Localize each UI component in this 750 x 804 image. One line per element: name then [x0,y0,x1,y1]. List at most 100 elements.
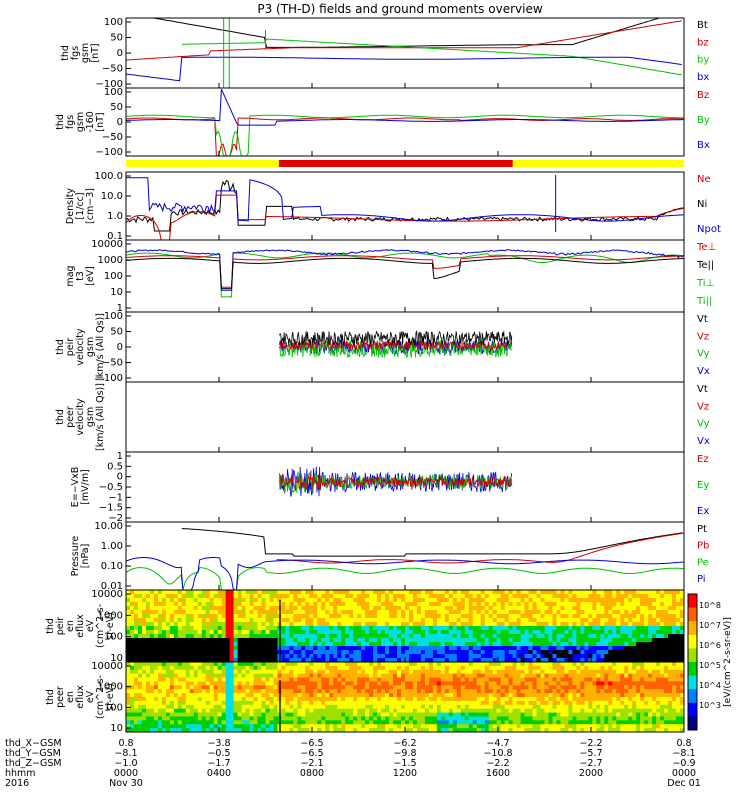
spec-cell [513,642,517,646]
spec-cell [409,685,413,689]
spec-cell [134,693,138,697]
spec-cell [545,670,549,674]
spec-cell [469,626,473,630]
spec-cell [373,610,377,614]
spec-cell [226,666,230,670]
spec-cell [632,709,636,713]
spec-cell [126,681,130,685]
spec-cell [513,678,517,682]
spec-cell [437,716,441,720]
spec-cell [206,626,210,630]
spec-cell [481,670,485,674]
spec-cell [525,666,529,670]
spec-cell [533,630,537,634]
spec-cell [513,716,517,720]
spec-cell [576,678,580,682]
spec-cell [309,713,313,717]
spec-cell [477,610,481,614]
spec-cell [672,618,676,622]
spec-cell [509,618,513,622]
spec-cell [652,622,656,626]
spec-cell [289,610,293,614]
spec-cell [321,614,325,618]
spec-cell [568,716,572,720]
spec-cell [234,606,238,610]
spec-cell [238,590,242,594]
spec-cell [238,610,242,614]
spec-cell [564,662,568,666]
spec-cell [361,646,365,650]
spec-cell [600,626,604,630]
spec-cell [437,681,441,685]
spec-cell [313,590,317,594]
line-npot [126,178,683,221]
spec-cell [337,646,341,650]
spec-cell [130,606,134,610]
spec-cell [505,662,509,666]
spec-cell [285,666,289,670]
spec-cell [254,724,258,728]
spec-cell [385,701,389,705]
spec-cell [365,724,369,728]
spec-cell [146,654,150,658]
spec-cell [560,685,564,689]
spec-cell [262,594,266,598]
spec-cell [226,689,230,693]
spec-cell [353,716,357,720]
spec-cell [250,720,254,724]
spec-cell [560,705,564,709]
spec-cell [509,654,513,658]
spec-cell [505,693,509,697]
spec-cell [604,701,608,705]
spec-cell [297,678,301,682]
spec-cell [266,666,270,670]
spec-cell [369,598,373,602]
spec-cell [377,674,381,678]
spec-cell [453,630,457,634]
spec-cell [421,685,425,689]
spec-cell [513,705,517,709]
spec-cell [218,697,222,701]
spec-cell [445,642,449,646]
spec-cell [481,685,485,689]
spec-cell [142,590,146,594]
spec-cell [628,724,632,728]
spec-cell [134,626,138,630]
spec-cell [170,642,174,646]
spec-cell [345,678,349,682]
spec-cell [397,614,401,618]
spec-cell [525,701,529,705]
spec-cell [341,720,345,724]
spec-cell [521,685,525,689]
spec-cell [461,622,465,626]
spec-cell [596,646,600,650]
spec-cell [150,713,154,717]
spec-cell [325,654,329,658]
spec-cell [234,709,238,713]
spec-cell [385,630,389,634]
spec-cell [349,701,353,705]
spec-cell [481,634,485,638]
spec-cell [325,626,329,630]
spec-cell [146,701,150,705]
spec-cell [592,614,596,618]
spec-cell [556,598,560,602]
spec-cell [242,693,246,697]
spec-cell [198,697,202,701]
spec-cell [218,685,222,689]
spec-cell [529,709,533,713]
spec-cell [529,681,533,685]
spec-cell [353,662,357,666]
spec-cell [377,590,381,594]
spec-cell [656,697,660,701]
spec-cell [608,670,612,674]
spec-cell [437,598,441,602]
spec-cell [517,602,521,606]
spec-cell [612,670,616,674]
spec-cell [353,701,357,705]
spec-cell [178,602,182,606]
spec-cell [174,622,178,626]
spec-cell [174,670,178,674]
spec-cell [142,709,146,713]
spec-cell [273,622,277,626]
